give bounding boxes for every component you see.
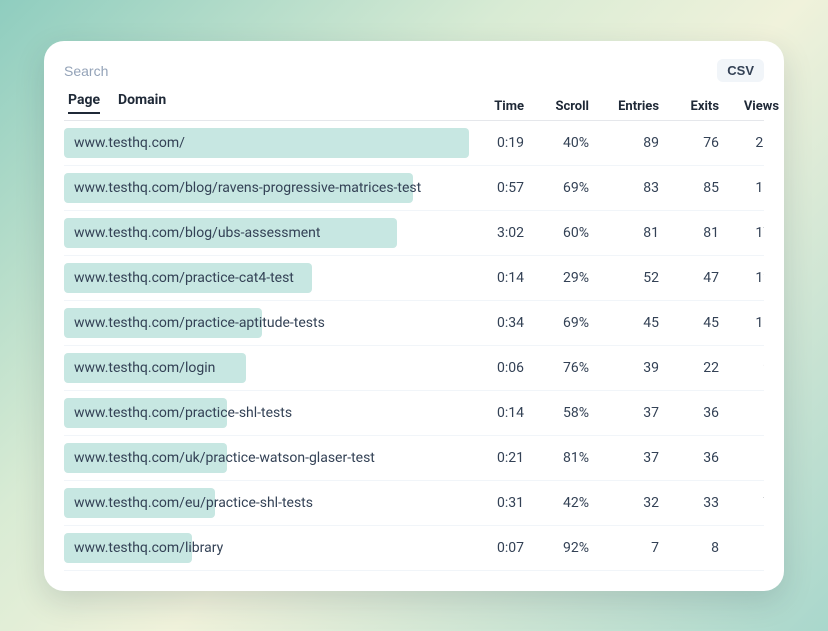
cell-exits: 76 — [659, 135, 719, 151]
cell-time: 0:14 — [469, 405, 524, 421]
cell-entries: 32 — [589, 495, 659, 511]
cell-time: 0:34 — [469, 315, 524, 331]
cell-exits: 36 — [659, 405, 719, 421]
page-url: www.testhq.com/blog/ubs-assessment — [64, 225, 469, 241]
cell-scroll: 29% — [524, 270, 589, 286]
page-url: www.testhq.com/practice-cat4-test — [64, 270, 469, 286]
csv-button[interactable]: CSV — [717, 59, 764, 82]
cell-views: 209 — [719, 135, 764, 151]
row-metrics: 0:1458%373684 — [469, 405, 764, 421]
cell-time: 0:19 — [469, 135, 524, 151]
tab-page[interactable]: Page — [68, 92, 100, 114]
cell-entries: 39 — [589, 360, 659, 376]
cell-time: 0:14 — [469, 270, 524, 286]
cell-exits: 33 — [659, 495, 719, 511]
cell-scroll: 58% — [524, 405, 589, 421]
cell-views: 172 — [719, 225, 764, 241]
table-row[interactable]: www.testhq.com/practice-cat4-test0:1429%… — [64, 256, 764, 301]
row-metrics: 0:1429%5247128 — [469, 270, 764, 286]
cell-scroll: 42% — [524, 495, 589, 511]
cell-time: 0:07 — [469, 540, 524, 556]
page-url: www.testhq.com/blog/ravens-progressive-m… — [64, 180, 469, 196]
cell-time: 3:02 — [469, 225, 524, 241]
cell-entries: 37 — [589, 450, 659, 466]
row-metrics: 0:2181%373684 — [469, 450, 764, 466]
cell-time: 0:21 — [469, 450, 524, 466]
cell-views: 84 — [719, 405, 764, 421]
toolbar: CSV — [64, 57, 764, 85]
cell-entries: 45 — [589, 315, 659, 331]
row-metrics: 0:0676%392294 — [469, 360, 764, 376]
row-metrics: 0:3469%4545102 — [469, 315, 764, 331]
cell-time: 0:31 — [469, 495, 524, 511]
tabs: Page Domain — [64, 92, 469, 114]
cell-scroll: 40% — [524, 135, 589, 151]
table-row[interactable]: www.testhq.com/eu/practice-shl-tests0:31… — [64, 481, 764, 526]
cell-exits: 36 — [659, 450, 719, 466]
table-row[interactable]: www.testhq.com/uk/practice-watson-glaser… — [64, 436, 764, 481]
table-row[interactable]: www.testhq.com/library0:0792%7866 — [64, 526, 764, 571]
cell-scroll: 92% — [524, 540, 589, 556]
cell-exits: 47 — [659, 270, 719, 286]
table-row[interactable]: www.testhq.com/0:1940%8976209 — [64, 121, 764, 166]
page-url: www.testhq.com/login — [64, 360, 469, 376]
cell-entries: 89 — [589, 135, 659, 151]
page-url: www.testhq.com/uk/practice-watson-glaser… — [64, 450, 469, 466]
col-exits[interactable]: Exits — [659, 99, 719, 114]
cell-views: 84 — [719, 450, 764, 466]
cell-exits: 22 — [659, 360, 719, 376]
rows: www.testhq.com/0:1940%8976209www.testhq.… — [64, 121, 764, 591]
cell-views: 94 — [719, 360, 764, 376]
row-metrics: 0:3142%323378 — [469, 495, 764, 511]
cell-entries: 81 — [589, 225, 659, 241]
cell-views: 102 — [719, 315, 764, 331]
row-metrics: 3:0260%8181172 — [469, 225, 764, 241]
row-metrics: 0:5769%8385180 — [469, 180, 764, 196]
cell-scroll: 69% — [524, 180, 589, 196]
cell-entries: 52 — [589, 270, 659, 286]
table-row[interactable]: www.testhq.com/login0:0676%392294 — [64, 346, 764, 391]
cell-time: 0:06 — [469, 360, 524, 376]
search-input[interactable] — [64, 63, 717, 79]
cell-views: 78 — [719, 495, 764, 511]
cell-entries: 83 — [589, 180, 659, 196]
tab-domain[interactable]: Domain — [118, 92, 166, 114]
cell-views: 128 — [719, 270, 764, 286]
cell-exits: 8 — [659, 540, 719, 556]
page-url: www.testhq.com/eu/practice-shl-tests — [64, 495, 469, 511]
column-headers: Time Scroll Entries Exits Views — [469, 99, 779, 114]
col-views[interactable]: Views — [719, 99, 779, 114]
cell-exits: 45 — [659, 315, 719, 331]
table-row[interactable]: www.testhq.com/practice-aptitude-tests0:… — [64, 301, 764, 346]
cell-scroll: 81% — [524, 450, 589, 466]
table-row[interactable]: www.testhq.com/blog/ravens-progressive-m… — [64, 166, 764, 211]
page-url: www.testhq.com/library — [64, 540, 469, 556]
cell-entries: 37 — [589, 405, 659, 421]
cell-scroll: 60% — [524, 225, 589, 241]
page-url: www.testhq.com/practice-aptitude-tests — [64, 315, 469, 331]
cell-scroll: 76% — [524, 360, 589, 376]
table-row[interactable]: www.testhq.com/blog/ubs-assessment3:0260… — [64, 211, 764, 256]
table-row[interactable]: www.testhq.com/practice-shl-tests0:1458%… — [64, 391, 764, 436]
col-time[interactable]: Time — [469, 99, 524, 114]
cell-views: 66 — [719, 540, 764, 556]
analytics-card: CSV Page Domain Time Scroll Entries Exit… — [44, 41, 784, 591]
header-row: Page Domain Time Scroll Entries Exits Vi… — [64, 91, 764, 121]
cell-entries: 7 — [589, 540, 659, 556]
row-metrics: 0:1940%8976209 — [469, 135, 764, 151]
cell-views: 180 — [719, 180, 764, 196]
cell-exits: 81 — [659, 225, 719, 241]
cell-time: 0:57 — [469, 180, 524, 196]
page-url: www.testhq.com/practice-shl-tests — [64, 405, 469, 421]
col-entries[interactable]: Entries — [589, 99, 659, 114]
row-metrics: 0:0792%7866 — [469, 540, 764, 556]
col-scroll[interactable]: Scroll — [524, 99, 589, 114]
page-url: www.testhq.com/ — [64, 135, 469, 151]
cell-exits: 85 — [659, 180, 719, 196]
cell-scroll: 69% — [524, 315, 589, 331]
